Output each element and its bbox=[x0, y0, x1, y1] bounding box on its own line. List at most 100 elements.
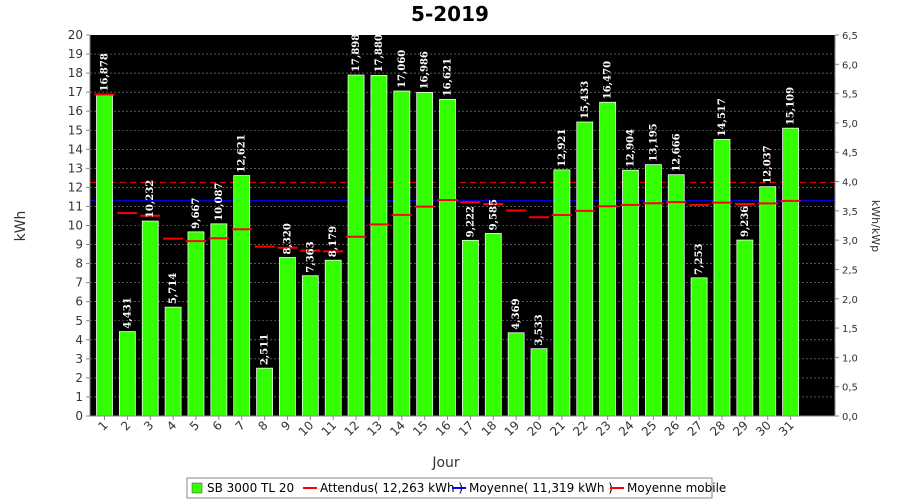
bar bbox=[347, 74, 365, 417]
reference-lines bbox=[90, 181, 835, 201]
x-axis: 1 2 3 4 5 6 7 8 9 10 11 12 13 14 15 16 17 18 19 20 21 22 23 24 2… bbox=[90, 415, 835, 439]
bar bbox=[118, 331, 136, 417]
y2-tick-label: 5,5 bbox=[842, 90, 858, 101]
x-tick-label: 19 bbox=[502, 418, 523, 439]
x-tick-label: 21 bbox=[547, 418, 568, 439]
y-tick-label: 3 bbox=[75, 352, 83, 366]
x-tick-label: 18 bbox=[479, 418, 500, 439]
y-tick-label: 6 bbox=[75, 295, 83, 309]
bar bbox=[622, 169, 639, 417]
data-label: 17,060 bbox=[397, 50, 408, 88]
x-tick-label: 20 bbox=[524, 418, 545, 439]
y-tick-label: 8 bbox=[75, 257, 83, 271]
data-label: 12,666 bbox=[671, 133, 682, 171]
y2-tick-label: 3,5 bbox=[842, 207, 858, 218]
x-tick-label: 22 bbox=[570, 418, 591, 439]
data-label: 2,511 bbox=[260, 334, 271, 365]
x-tick-label: 30 bbox=[753, 418, 774, 439]
legend: SB 3000 TL 20 Attendus( 12,263 kWh ) Moyen… bbox=[186, 477, 726, 499]
bar bbox=[164, 306, 182, 417]
y2-tick-label: 4,0 bbox=[842, 178, 858, 189]
bar bbox=[553, 169, 571, 417]
x-tick-label: 29 bbox=[730, 418, 751, 439]
legend-box bbox=[186, 477, 713, 499]
bar bbox=[736, 239, 754, 417]
data-label: 7,363 bbox=[305, 241, 316, 272]
bar bbox=[96, 94, 113, 417]
x-tick-label: 2 bbox=[118, 418, 133, 433]
y2-tick-label: 2,0 bbox=[842, 295, 858, 306]
data-labels: 16,878 4,431 10,232 5,714 9,667 10,087 12,621 2… bbox=[100, 34, 797, 365]
bar bbox=[667, 174, 685, 417]
y-tick-label: 4 bbox=[75, 333, 83, 347]
y2-tick-label: 0,0 bbox=[842, 412, 858, 423]
y-tick-label: 0 bbox=[75, 409, 83, 423]
x-tick-label: 3 bbox=[141, 418, 156, 433]
x-tick-label: 31 bbox=[776, 418, 797, 439]
data-label: 8,320 bbox=[282, 223, 293, 254]
x-tick-label: 16 bbox=[433, 418, 454, 439]
data-label: 8,179 bbox=[328, 226, 339, 257]
x-tick-label: 4 bbox=[164, 418, 179, 433]
y-tick-label: 10 bbox=[68, 219, 83, 233]
bar bbox=[439, 98, 456, 417]
data-label: 16,986 bbox=[420, 51, 431, 89]
data-label: 12,904 bbox=[626, 129, 637, 167]
bar bbox=[507, 332, 525, 417]
x-tick-label: 27 bbox=[685, 418, 706, 439]
y-tick-label: 5 bbox=[75, 314, 83, 328]
bar bbox=[576, 121, 594, 417]
legend-label: Moyenne( 11,319 kWh ) bbox=[469, 481, 613, 495]
y-tick-label: 20 bbox=[68, 28, 83, 42]
y-tick-label: 13 bbox=[68, 161, 83, 175]
x-tick-label: 7 bbox=[233, 418, 248, 433]
bar bbox=[141, 220, 159, 417]
data-label: 16,621 bbox=[443, 58, 454, 96]
x-axis-label: Jour bbox=[431, 455, 460, 471]
y-tick-label: 16 bbox=[68, 104, 83, 118]
y2-axis-label: kWh/kWp bbox=[869, 200, 882, 252]
bar bbox=[599, 101, 617, 417]
bar bbox=[713, 139, 731, 417]
x-tick-label: 9 bbox=[278, 418, 293, 433]
y-tick-label: 2 bbox=[75, 371, 83, 385]
x-tick-label: 23 bbox=[593, 418, 614, 439]
x-tick-label: 14 bbox=[387, 418, 408, 439]
y-tick-label: 11 bbox=[68, 199, 83, 213]
y2-tick-label: 0,5 bbox=[842, 383, 858, 394]
y-tick-label: 18 bbox=[68, 66, 83, 80]
bar bbox=[256, 367, 273, 417]
y-tick-label: 15 bbox=[68, 123, 83, 137]
x-tick-label: 17 bbox=[456, 418, 477, 439]
data-label: 9,585 bbox=[488, 199, 499, 230]
legend-label: SB 3000 TL 20 bbox=[207, 481, 294, 495]
y-tick-label: 12 bbox=[68, 180, 83, 194]
x-tick-label: 11 bbox=[319, 418, 340, 439]
data-label: 17,880 bbox=[374, 34, 385, 72]
y2-tick-label: 1,5 bbox=[842, 324, 858, 335]
data-label: 14,517 bbox=[717, 98, 728, 136]
y2-tick-label: 2,5 bbox=[842, 265, 858, 276]
bar bbox=[187, 231, 205, 417]
y2-tick-label: 1,0 bbox=[842, 353, 858, 364]
y-tick-label: 1 bbox=[75, 390, 83, 404]
data-label: 15,433 bbox=[580, 81, 591, 119]
y2-tick-label: 5,0 bbox=[842, 119, 858, 130]
bar bbox=[759, 186, 777, 417]
y-tick-label: 19 bbox=[68, 47, 83, 61]
bar bbox=[233, 175, 251, 417]
y2-tick-label: 6,5 bbox=[842, 31, 858, 42]
y2-tick-label: 6,0 bbox=[842, 60, 858, 71]
legend-swatch bbox=[191, 482, 203, 494]
chart-title: 5-2019 bbox=[411, 2, 489, 26]
legend-label: Attendus( 12,263 kWh ) bbox=[320, 481, 463, 495]
x-tick-label: 25 bbox=[639, 418, 660, 439]
moving-average-marks bbox=[94, 93, 801, 253]
bar bbox=[301, 275, 319, 417]
data-label: 7,253 bbox=[694, 243, 705, 274]
data-label: 12,621 bbox=[237, 134, 248, 172]
y-axis-label: kWh bbox=[13, 211, 29, 242]
x-tick-label: 8 bbox=[255, 418, 270, 433]
x-tick-label: 5 bbox=[187, 418, 202, 433]
